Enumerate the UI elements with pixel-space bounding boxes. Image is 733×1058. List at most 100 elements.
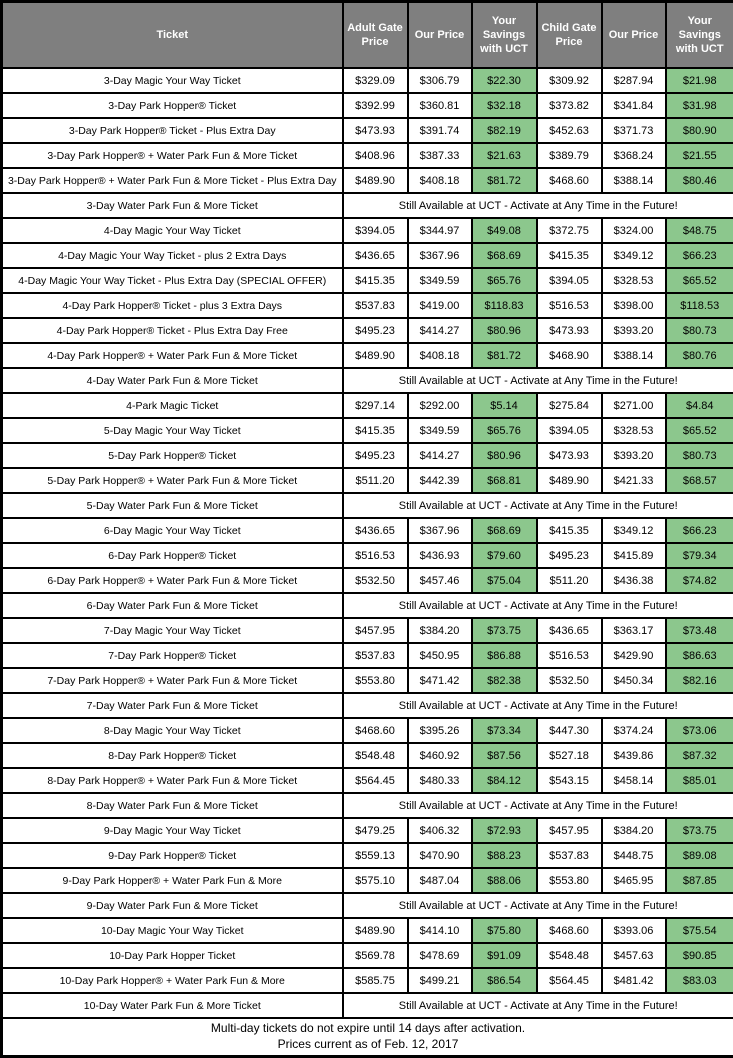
child-gate-price-cell: $489.90 [537,468,602,493]
table-row: 10-Day Magic Your Way Ticket$489.90$414.… [2,918,733,943]
child-savings-cell: $87.32 [666,743,733,768]
child-our-price-cell: $393.20 [602,443,666,468]
footer-note-line1: Multi-day tickets do not expire until 14… [7,1021,729,1037]
ticket-name-cell: 7-Day Park Hopper® Ticket [2,643,343,668]
table-footer: Multi-day tickets do not expire until 14… [2,1018,733,1057]
child-our-price-cell: $349.12 [602,518,666,543]
adult-our-price-cell: $349.59 [408,418,472,443]
availability-note-cell: Still Available at UCT - Activate at Any… [343,493,733,518]
child-our-price-cell: $388.14 [602,168,666,193]
adult-savings-cell: $68.81 [472,468,537,493]
child-gate-price-cell: $511.20 [537,568,602,593]
child-gate-price-cell: $275.84 [537,393,602,418]
adult-savings-cell: $49.08 [472,218,537,243]
child-savings-cell: $80.90 [666,118,733,143]
adult-our-price-cell: $406.32 [408,818,472,843]
child-savings-cell: $87.85 [666,868,733,893]
adult-gate-price-cell: $569.78 [343,943,408,968]
child-savings-cell: $65.52 [666,418,733,443]
header-row: Ticket Adult Gate Price Our Price Your S… [2,2,733,69]
adult-savings-cell: $65.76 [472,268,537,293]
table-row: 9-Day Magic Your Way Ticket$479.25$406.3… [2,818,733,843]
child-our-price-cell: $328.53 [602,268,666,293]
child-savings-cell: $85.01 [666,768,733,793]
adult-our-price-cell: $419.00 [408,293,472,318]
adult-our-price-cell: $457.46 [408,568,472,593]
adult-gate-price-cell: $489.90 [343,918,408,943]
adult-our-price-cell: $478.69 [408,943,472,968]
adult-savings-cell: $65.76 [472,418,537,443]
child-savings-cell: $90.85 [666,943,733,968]
adult-our-price-cell: $387.33 [408,143,472,168]
adult-gate-price-cell: $457.95 [343,618,408,643]
adult-savings-cell: $22.30 [472,68,537,93]
ticket-name-cell: 9-Day Park Hopper® Ticket [2,843,343,868]
adult-our-price-cell: $414.27 [408,318,472,343]
child-savings-cell: $48.75 [666,218,733,243]
table-row: 3-Day Park Hopper® + Water Park Fun & Mo… [2,168,733,193]
child-our-price-cell: $393.06 [602,918,666,943]
ticket-name-cell: 4-Day Park Hopper® + Water Park Fun & Mo… [2,343,343,368]
table-row: 3-Day Magic Your Way Ticket$329.09$306.7… [2,68,733,93]
table-row: 7-Day Magic Your Way Ticket$457.95$384.2… [2,618,733,643]
ticket-name-cell: 4-Day Water Park Fun & More Ticket [2,368,343,393]
child-our-price-cell: $481.42 [602,968,666,993]
adult-savings-cell: $79.60 [472,543,537,568]
ticket-name-cell: 6-Day Park Hopper® + Water Park Fun & Mo… [2,568,343,593]
child-savings-cell: $66.23 [666,518,733,543]
ticket-table-body: 3-Day Magic Your Way Ticket$329.09$306.7… [2,68,733,1018]
ticket-name-cell: 6-Day Park Hopper® Ticket [2,543,343,568]
adult-savings-cell: $73.75 [472,618,537,643]
child-our-price-cell: $371.73 [602,118,666,143]
child-our-price-cell: $368.24 [602,143,666,168]
ticket-name-cell: 10-Day Park Hopper® + Water Park Fun & M… [2,968,343,993]
ticket-name-cell: 3-Day Park Hopper® + Water Park Fun & Mo… [2,143,343,168]
adult-gate-price-cell: $479.25 [343,818,408,843]
child-savings-cell: $118.53 [666,293,733,318]
child-our-price-cell: $349.12 [602,243,666,268]
table-row: 5-Day Magic Your Way Ticket$415.35$349.5… [2,418,733,443]
adult-savings-cell: $87.56 [472,743,537,768]
table-row: 4-Day Magic Your Way Ticket - plus 2 Ext… [2,243,733,268]
ticket-name-cell: 10-Day Park Hopper Ticket [2,943,343,968]
child-gate-price-cell: $473.93 [537,443,602,468]
adult-our-price-cell: $480.33 [408,768,472,793]
child-savings-cell: $74.82 [666,568,733,593]
ticket-name-cell: 4-Day Magic Your Way Ticket - plus 2 Ext… [2,243,343,268]
ticket-name-cell: 10-Day Magic Your Way Ticket [2,918,343,943]
child-savings-cell: $86.63 [666,643,733,668]
child-our-price-cell: $465.95 [602,868,666,893]
adult-our-price-cell: $460.92 [408,743,472,768]
adult-our-price-cell: $436.93 [408,543,472,568]
adult-our-price-cell: $499.21 [408,968,472,993]
table-row: 10-Day Park Hopper Ticket$569.78$478.69 $… [2,943,733,968]
table-row: 6-Day Park Hopper® + Water Park Fun & Mo… [2,568,733,593]
child-our-price-cell: $341.84 [602,93,666,118]
child-gate-price-cell: $468.60 [537,168,602,193]
ticket-name-cell: 9-Day Water Park Fun & More Ticket [2,893,343,918]
column-header-ticket: Ticket [2,2,343,69]
child-savings-cell: $73.75 [666,818,733,843]
availability-note-cell: Still Available at UCT - Activate at Any… [343,893,733,918]
adult-gate-price-cell: $537.83 [343,643,408,668]
ticket-name-cell: 4-Day Magic Your Way Ticket [2,218,343,243]
table-row: 3-Day Park Hopper® Ticket$392.99$360.81$… [2,93,733,118]
ticket-name-cell: 8-Day Water Park Fun & More Ticket [2,793,343,818]
adult-our-price-cell: $414.10 [408,918,472,943]
child-gate-price-cell: $532.50 [537,668,602,693]
footer-note-cell: Multi-day tickets do not expire until 14… [2,1018,733,1057]
ticket-name-cell: 5-Day Magic Your Way Ticket [2,418,343,443]
adult-our-price-cell: $408.18 [408,343,472,368]
availability-note-cell: Still Available at UCT - Activate at Any… [343,193,733,218]
column-header-adult-savings: Your Savings with UCT [472,2,537,69]
ticket-name-cell: 3-Day Park Hopper® Ticket [2,93,343,118]
child-savings-cell: $65.52 [666,268,733,293]
child-our-price-cell: $328.53 [602,418,666,443]
ticket-name-cell: 4-Day Park Hopper® Ticket - plus 3 Extra… [2,293,343,318]
adult-our-price-cell: $470.90 [408,843,472,868]
ticket-name-cell: 9-Day Park Hopper® + Water Park Fun & Mo… [2,868,343,893]
